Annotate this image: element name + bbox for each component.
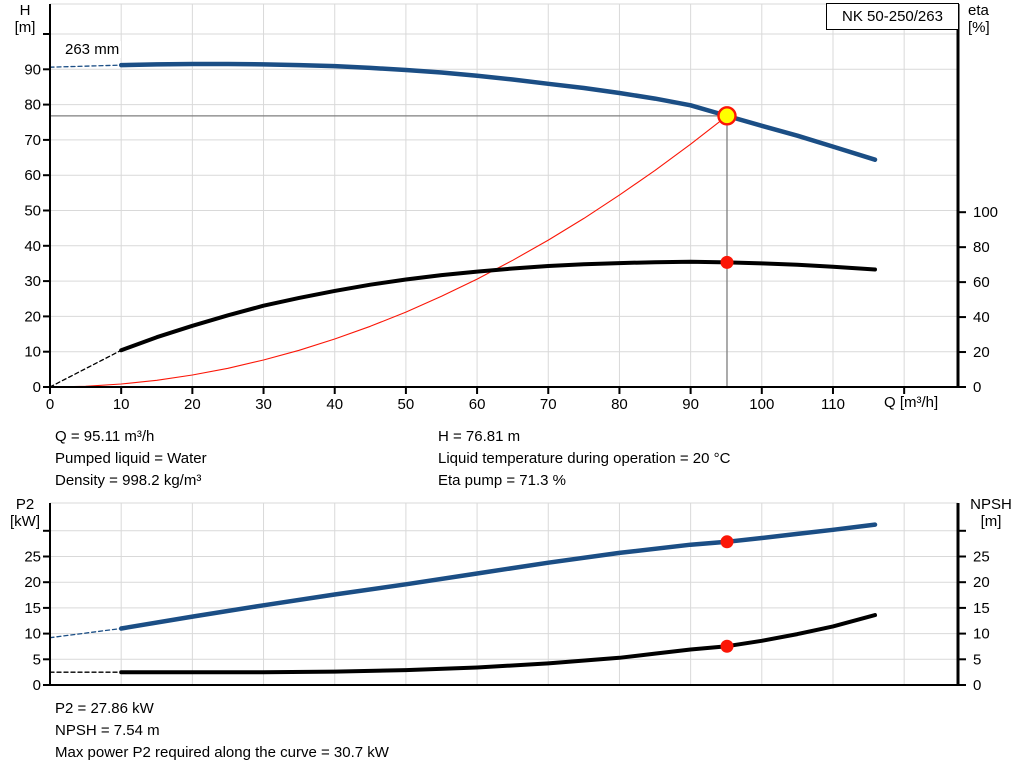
result-head: H = 76.81 m	[438, 428, 521, 445]
efficiency-curve-extension	[49, 349, 122, 388]
right-axis-tick-label: 15	[973, 600, 990, 617]
head-curve-extension	[49, 64, 122, 68]
npsh-curve	[119, 613, 877, 675]
right-axis-tick-label: 80	[973, 239, 990, 256]
system-curve	[49, 115, 728, 388]
x-axis-tick-label: 50	[398, 396, 415, 413]
p2-curve-extension	[49, 627, 122, 639]
duty-results-left: Q = 95.11 m³/h Pumped liquid = Water Den…	[55, 426, 425, 492]
left-axis-tick-label: 40	[24, 238, 41, 255]
pump-model-badge: NK 50-250/263	[826, 3, 959, 30]
flow-axis-title: Q [m³/h]	[884, 394, 939, 411]
right-axis-tick-label: 0	[973, 379, 981, 396]
x-axis-tick-label: 0	[46, 396, 54, 413]
result-npsh: NPSH = 7.54 m	[55, 722, 160, 739]
x-axis-tick-label: 80	[611, 396, 628, 413]
x-axis-tick-label: 20	[184, 396, 201, 413]
x-axis-tick-label: 10	[113, 396, 130, 413]
p2-axis-title: P2 [kW]	[10, 496, 40, 530]
pump-model-label: NK 50-250/263	[842, 8, 943, 25]
efficiency-point-marker	[720, 255, 734, 269]
x-axis-tick-label: 70	[540, 396, 557, 413]
power-npsh-chart: 0 5 10 15 20 25 0 5 10 15 20 25	[24, 502, 990, 693]
eta-axis-title: eta [%]	[968, 2, 990, 36]
head-curve	[118, 61, 878, 162]
left-axis-tick-label: 60	[24, 167, 41, 184]
result-flow: Q = 95.11 m³/h	[55, 428, 155, 445]
x-axis-tick-label: 110	[821, 396, 845, 413]
right-axis-tick-label: 10	[973, 626, 990, 643]
result-p2: P2 = 27.86 kW	[55, 700, 154, 717]
power-results: P2 = 27.86 kW NPSH = 7.54 m Max power P2…	[55, 698, 595, 764]
result-density: Density = 998.2 kg/m³	[55, 472, 202, 489]
left-axis-tick-label: 0	[33, 677, 41, 693]
left-axis-tick-label: 70	[24, 132, 41, 149]
x-axis-tick-label: 90	[682, 396, 699, 413]
left-axis-tick-label: 20	[24, 308, 41, 325]
result-liquid: Pumped liquid = Water	[55, 450, 207, 467]
npsh-point-marker	[720, 639, 734, 653]
right-axis-tick-label: 20	[973, 574, 990, 591]
result-temperature: Liquid temperature during operation = 20…	[438, 450, 731, 467]
head-efficiency-chart: 0 10 20 30 40 50 60 70 80 90 0 20 40 60 80 100 0 10 20 30 40…	[24, 3, 998, 413]
npsh-axis-title: NPSH [m]	[970, 496, 1012, 530]
right-axis-tick-label: 100	[973, 204, 998, 221]
right-axis-tick-label: 20	[973, 344, 990, 361]
left-axis-tick-label: 90	[24, 61, 41, 78]
left-axis-tick-label: 10	[24, 344, 41, 361]
p2-curve	[118, 522, 878, 631]
left-axis-tick-label: 5	[33, 651, 41, 668]
impeller-diameter-label: 263 mm	[63, 41, 122, 58]
right-axis-tick-label: 60	[973, 274, 990, 291]
result-eta: Eta pump = 71.3 %	[438, 472, 566, 489]
right-axis-tick-label: 25	[973, 549, 990, 566]
left-axis-tick-label: 80	[24, 97, 41, 114]
left-axis-tick-label: 25	[24, 549, 41, 566]
x-axis-tick-label: 40	[326, 396, 343, 413]
right-axis-tick-label: 40	[973, 309, 990, 326]
x-axis-tick-label: 60	[469, 396, 486, 413]
x-axis-tick-label: 100	[749, 396, 774, 413]
duty-results-right: H = 76.81 m Liquid temperature during op…	[438, 426, 978, 492]
result-max-power: Max power P2 required along the curve = …	[55, 744, 389, 761]
left-axis-tick-label: 0	[33, 379, 41, 396]
left-axis-tick-label: 50	[24, 203, 41, 220]
right-axis-tick-label: 0	[973, 677, 981, 693]
left-axis-tick-label: 20	[24, 574, 41, 591]
duty-point-marker	[717, 106, 737, 126]
p2-point-marker	[720, 535, 734, 549]
x-axis-tick-label: 30	[255, 396, 272, 413]
right-axis-tick-label: 5	[973, 651, 981, 668]
left-axis-tick-label: 15	[24, 600, 41, 617]
left-axis-tick-label: 30	[24, 273, 41, 290]
left-axis-tick-label: 10	[24, 626, 41, 643]
efficiency-curve	[119, 259, 877, 353]
head-axis-title: H [m]	[14, 2, 36, 36]
